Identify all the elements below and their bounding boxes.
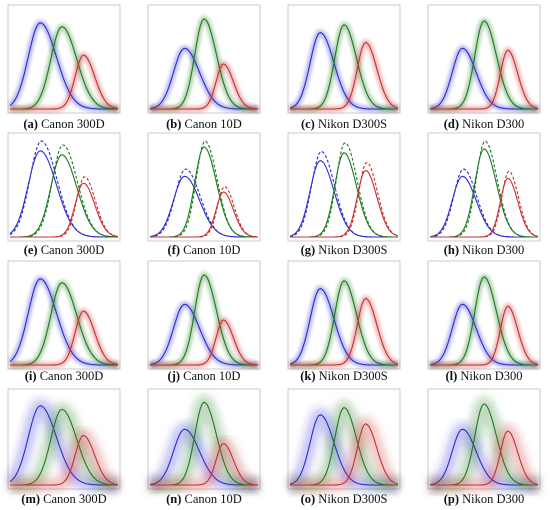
panel-label: Nikon D300: [459, 492, 524, 506]
panel-b: (b) Canon 10D: [147, 4, 261, 131]
panel-label: Canon 10D: [181, 492, 241, 506]
panel-label: Nikon D300S: [315, 243, 387, 257]
panel-caption: (p) Nikon D300: [444, 492, 525, 506]
panel-o: (o) Nikon D300S: [287, 388, 401, 506]
red-sensitivity-curve: [290, 297, 399, 366]
panel-letter: (k): [300, 369, 315, 383]
blue-dashed-curve: [9, 140, 118, 238]
panel-frame: [287, 132, 401, 242]
panel-label: Canon 10D: [181, 117, 241, 131]
panel-label: Nikon D300S: [315, 492, 387, 506]
red-sensitivity-curve: [430, 49, 539, 110]
panel-caption: (i) Canon 300D: [25, 369, 103, 383]
panel-caption: (b) Canon 10D: [166, 117, 242, 131]
panel-label: Canon 300D: [37, 369, 104, 383]
red-dashed-curve: [150, 186, 259, 238]
blue-dashed-curve: [289, 151, 398, 238]
red-sensitivity-curve: [430, 430, 539, 486]
red-dashed-curve: [10, 176, 119, 238]
panel-letter: (f): [168, 243, 181, 257]
panel-a: (a) Canon 300D: [7, 4, 121, 131]
panel-caption: (d) Nikon D300: [444, 117, 525, 131]
red-sensitivity-curve: [290, 41, 399, 110]
panel-caption: (g) Nikon D300S: [301, 243, 388, 257]
panel-p: (p) Nikon D300: [427, 388, 541, 506]
red-dashed-curve: [290, 161, 399, 238]
panel-caption: (n) Canon 10D: [166, 492, 242, 506]
panel-letter: (i): [25, 369, 37, 383]
panel-n: (n) Canon 10D: [147, 388, 261, 506]
green-sensitivity-curve: [10, 154, 118, 238]
blue-dashed-curve: [149, 168, 258, 238]
panel-caption: (o) Nikon D300S: [301, 492, 388, 506]
panel-label: Canon 300D: [38, 243, 105, 257]
panel-label: Nikon D300: [457, 369, 522, 383]
blue-sensitivity-curve: [9, 150, 118, 238]
red-sensitivity-curve: [430, 305, 539, 366]
panel-frame: [427, 132, 541, 242]
panel-l: (l) Nikon D300: [427, 260, 541, 383]
red-sensitivity-curve: [10, 54, 119, 110]
red-sensitivity-curve: [150, 319, 259, 366]
panel-letter: (j): [168, 369, 181, 383]
panel-caption: (l) Nikon D300: [445, 369, 522, 383]
red-sensitivity-curve: [10, 310, 119, 366]
panel-d: (d) Nikon D300: [427, 4, 541, 131]
panel-label: Canon 300D: [40, 492, 107, 506]
red-sensitivity-curve: [290, 423, 399, 486]
red-sensitivity-curve: [150, 443, 259, 486]
panel-caption: (c) Nikon D300S: [301, 117, 387, 131]
panel-letter: (e): [24, 243, 38, 257]
panel-e: (e) Canon 300D: [7, 132, 121, 257]
red-sensitivity-curve: [10, 434, 119, 486]
panel-caption: (h) Nikon D300: [444, 243, 525, 257]
panel-letter: (c): [301, 117, 315, 131]
panel-label: Canon 10D: [180, 369, 240, 383]
panel-caption: (f) Canon 10D: [168, 243, 241, 257]
panel-letter: (m): [21, 492, 40, 506]
panel-frame: [147, 132, 261, 242]
panel-label: Nikon D300: [459, 243, 524, 257]
green-dashed-curve: [10, 144, 118, 238]
panel-j: (j) Canon 10D: [147, 260, 261, 383]
panel-letter: (a): [23, 117, 38, 131]
panel-letter: (h): [444, 243, 459, 257]
panel-letter: (p): [444, 492, 459, 506]
panel-letter: (g): [301, 243, 316, 257]
panel-label: Canon 10D: [180, 243, 240, 257]
panel-caption: (k) Nikon D300S: [300, 369, 388, 383]
panel-letter: (d): [444, 117, 459, 131]
panel-label: Nikon D300: [459, 117, 524, 131]
panel-g: (g) Nikon D300S: [287, 132, 401, 257]
panel-i: (i) Canon 300D: [7, 260, 121, 383]
panel-label: Nikon D300S: [316, 369, 388, 383]
panel-c: (c) Nikon D300S: [287, 4, 401, 131]
panel-h: (h) Nikon D300: [427, 132, 541, 257]
panel-letter: (o): [301, 492, 316, 506]
panel-f: (f) Canon 10D: [147, 132, 261, 257]
red-dashed-curve: [430, 170, 539, 238]
panel-label: Nikon D300S: [315, 117, 387, 131]
panel-letter: (b): [166, 117, 181, 131]
blue-sensitivity-curve: [429, 175, 538, 238]
panel-letter: (n): [166, 492, 181, 506]
red-sensitivity-curve: [150, 63, 259, 110]
panel-label: Canon 300D: [38, 117, 105, 131]
panel-caption: (e) Canon 300D: [24, 243, 105, 257]
panel-caption: (m) Canon 300D: [21, 492, 106, 506]
panel-caption: (j) Canon 10D: [168, 369, 241, 383]
panel-caption: (a) Canon 300D: [23, 117, 104, 131]
panel-k: (k) Nikon D300S: [287, 260, 401, 383]
panel-letter: (l): [445, 369, 457, 383]
panel-m: (m) Canon 300D: [5, 388, 121, 506]
